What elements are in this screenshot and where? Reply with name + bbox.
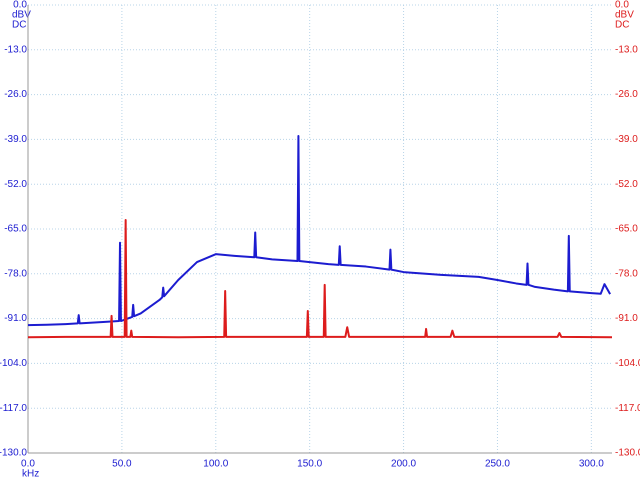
y-tick-label: -91.0: [4, 313, 27, 324]
y2-tick-label: 0.0: [615, 0, 629, 11]
y-tick-label: -52.0: [4, 179, 27, 190]
y-unit: dBV: [12, 10, 31, 21]
y2-tick-label: -52.0: [615, 179, 638, 190]
spectrum-trace: [27, 134, 611, 327]
y2-coupling: DC: [615, 20, 629, 31]
y-tick-label: -39.0: [4, 134, 27, 145]
y-coupling: DC: [12, 20, 26, 31]
y2-tick-label: -78.0: [615, 268, 638, 279]
y-tick-label: -130.0: [0, 448, 27, 459]
y2-tick-label: -117.0: [615, 403, 640, 414]
x-tick-label: 250.0: [485, 459, 510, 470]
x-tick-label: 200.0: [391, 459, 416, 470]
x-tick-label: 300.0: [579, 459, 604, 470]
y2-tick-label: -39.0: [615, 134, 638, 145]
y2-tick-label: -26.0: [615, 89, 638, 100]
y2-unit: dBV: [615, 10, 634, 21]
x-tick-label: 150.0: [297, 459, 322, 470]
y2-tick-label: -104.0: [615, 358, 640, 369]
y-tick-label: -13.0: [4, 44, 27, 55]
y2-tick-label: -91.0: [615, 313, 638, 324]
y2-tick-label: -65.0: [615, 224, 638, 235]
y-tick-label: -26.0: [4, 89, 27, 100]
y-tick-label: -117.0: [0, 403, 27, 414]
spectrum-trace: [27, 219, 613, 339]
x-tick-label: 0.0: [21, 459, 35, 470]
y-tick-label: -65.0: [4, 224, 27, 235]
y2-tick-label: -130.0: [615, 448, 640, 459]
x-tick-label: 50.0: [112, 459, 132, 470]
y2-tick-label: -13.0: [615, 44, 638, 55]
x-axis-label: kHz: [22, 469, 39, 480]
y-tick-label: -104.0: [0, 358, 27, 369]
y-tick-label: -78.0: [4, 268, 27, 279]
y-tick-label: 0.0: [13, 0, 27, 11]
x-tick-label: 100.0: [203, 459, 228, 470]
